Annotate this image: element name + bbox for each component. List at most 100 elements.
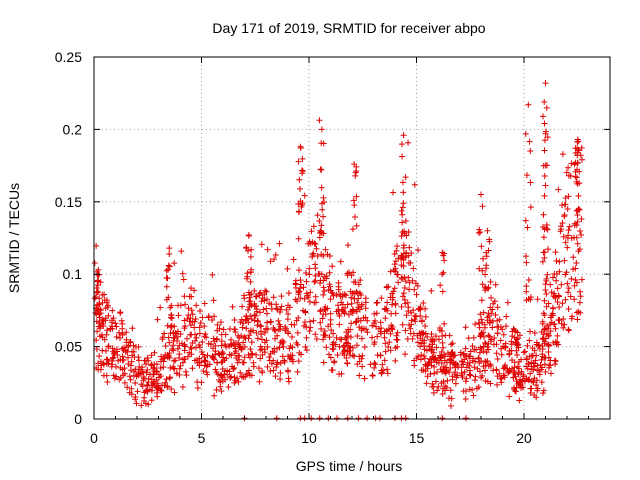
- data-point: [116, 329, 123, 336]
- data-point: [181, 347, 188, 354]
- data-point: [488, 294, 495, 301]
- data-point: [382, 348, 389, 355]
- data-point: [541, 120, 548, 127]
- data-point: [240, 359, 247, 366]
- data-point: [395, 255, 402, 262]
- data-point: [494, 323, 501, 330]
- data-point: [362, 305, 369, 312]
- data-point: [384, 370, 391, 377]
- data-point: [223, 344, 230, 351]
- data-point: [353, 318, 360, 325]
- data-point: [524, 342, 531, 349]
- data-point: [183, 372, 190, 379]
- data-point: [191, 324, 198, 331]
- data-point: [403, 312, 410, 319]
- data-point: [545, 349, 552, 356]
- data-point: [519, 378, 526, 385]
- data-point: [119, 353, 126, 360]
- data-point: [394, 337, 401, 344]
- data-point: [545, 246, 552, 253]
- data-point: [525, 101, 532, 108]
- data-point: [572, 265, 579, 272]
- data-point: [263, 296, 270, 303]
- data-point: [307, 324, 314, 331]
- data-point: [128, 391, 135, 398]
- data-point: [545, 333, 552, 340]
- data-point: [140, 373, 147, 380]
- data-point: [549, 274, 556, 281]
- data-point: [188, 307, 195, 314]
- data-point: [333, 415, 340, 422]
- data-point: [334, 302, 341, 309]
- data-point: [321, 288, 328, 295]
- data-point: [347, 334, 354, 341]
- data-point: [301, 192, 308, 199]
- data-point: [374, 352, 381, 359]
- data-point: [482, 271, 489, 278]
- data-point: [133, 400, 140, 407]
- x-tick-label: 10: [301, 430, 317, 446]
- data-point: [302, 308, 309, 315]
- data-point: [143, 387, 150, 394]
- data-point: [310, 317, 317, 324]
- data-point: [218, 342, 225, 349]
- data-point: [341, 351, 348, 358]
- data-point: [162, 351, 169, 358]
- data-point: [466, 386, 473, 393]
- x-tick-label: 15: [409, 430, 425, 446]
- data-point: [154, 393, 161, 400]
- data-point: [123, 336, 130, 343]
- data-point: [181, 293, 188, 300]
- data-point: [541, 340, 548, 347]
- data-point: [306, 327, 313, 334]
- data-point: [471, 377, 478, 384]
- grid-lines: [94, 57, 610, 419]
- data-point: [125, 343, 132, 350]
- data-point: [476, 265, 483, 272]
- data-point: [572, 159, 579, 166]
- data-point: [567, 173, 574, 180]
- data-point: [289, 344, 296, 351]
- data-point: [156, 374, 163, 381]
- data-point: [299, 200, 306, 207]
- data-point: [104, 379, 111, 386]
- data-point: [400, 242, 407, 249]
- data-point: [174, 333, 181, 340]
- data-point: [310, 250, 317, 257]
- data-point: [318, 271, 325, 278]
- data-point: [96, 295, 103, 302]
- data-point: [389, 290, 396, 297]
- data-point: [201, 354, 208, 361]
- y-axis-label: SRMTID / TECUs: [6, 183, 22, 293]
- data-point: [542, 182, 549, 189]
- data-point: [238, 316, 245, 323]
- data-point: [247, 346, 254, 353]
- data-point: [271, 326, 278, 333]
- data-point: [301, 415, 308, 422]
- data-point: [345, 242, 352, 249]
- data-point: [166, 263, 173, 270]
- data-point: [282, 323, 289, 330]
- data-point: [144, 388, 151, 395]
- data-point: [568, 275, 575, 282]
- data-point: [214, 359, 221, 366]
- data-point: [285, 311, 292, 318]
- data-point: [539, 258, 546, 265]
- data-point: [257, 355, 264, 362]
- data-point: [165, 262, 172, 269]
- data-point: [462, 378, 469, 385]
- data-point: [320, 311, 327, 318]
- data-point: [521, 348, 528, 355]
- data-point: [247, 298, 254, 305]
- data-point: [227, 341, 234, 348]
- data-point: [578, 276, 585, 283]
- data-point: [556, 304, 563, 311]
- data-point: [135, 366, 142, 373]
- y-tick-label: 0.15: [55, 194, 82, 210]
- data-point: [564, 244, 571, 251]
- data-point: [540, 310, 547, 317]
- data-point: [303, 290, 310, 297]
- data-point: [286, 355, 293, 362]
- data-point: [565, 285, 572, 292]
- data-point: [577, 288, 584, 295]
